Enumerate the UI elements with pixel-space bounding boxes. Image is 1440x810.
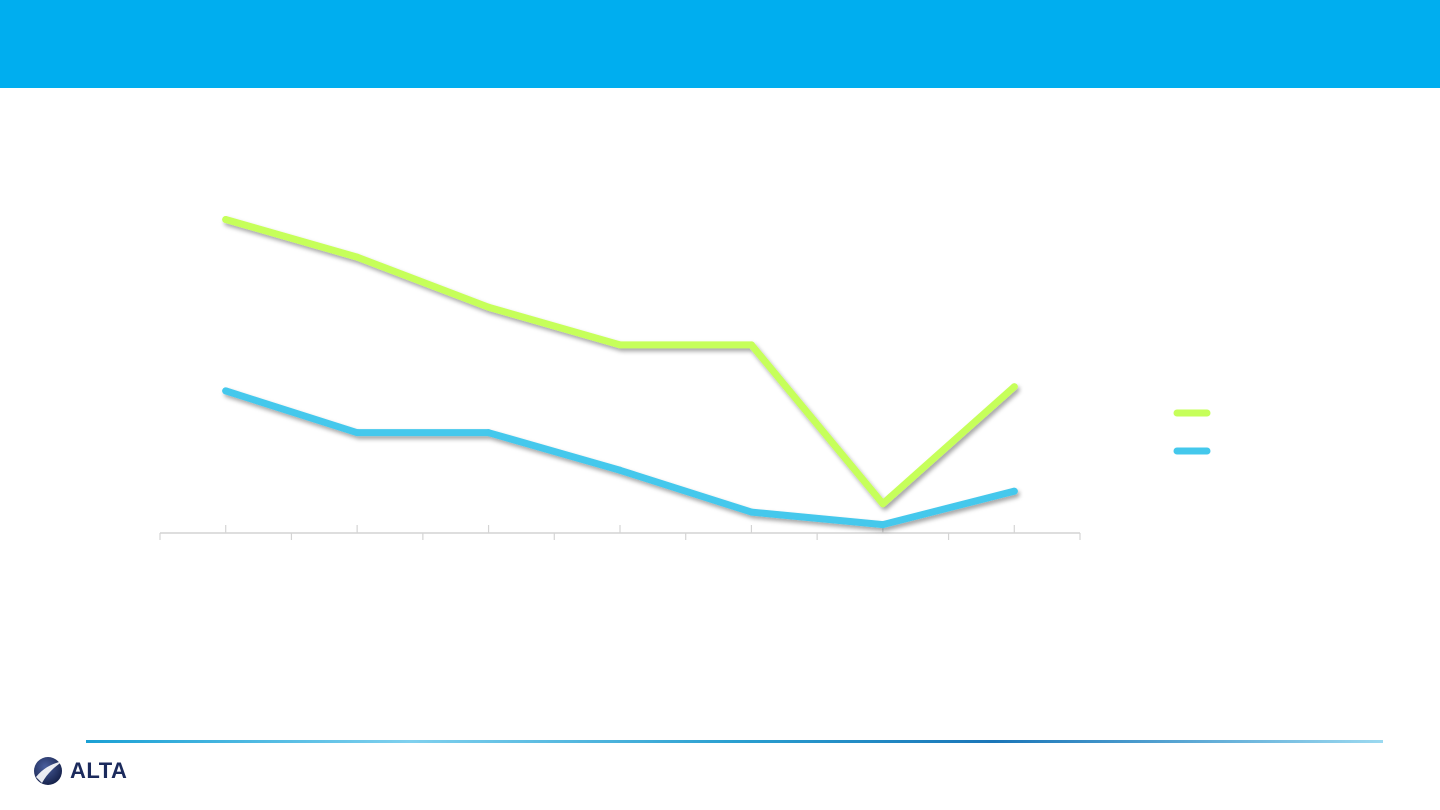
data-point	[747, 508, 755, 516]
data-point	[353, 253, 361, 261]
logo-text: ALTA	[70, 758, 128, 783]
data-point	[616, 466, 624, 474]
data-point	[879, 500, 887, 508]
footer-divider	[86, 740, 1383, 743]
data-point	[222, 216, 230, 223]
data-point	[353, 429, 361, 437]
globe-swoosh-icon	[34, 757, 63, 785]
data-point	[222, 387, 230, 395]
data-point	[1010, 383, 1018, 391]
data-point	[1010, 487, 1018, 495]
company-logo: ALTA	[32, 755, 127, 787]
data-point	[747, 341, 755, 349]
data-point	[485, 429, 493, 437]
series-line-2	[222, 387, 1018, 529]
data-point	[879, 521, 887, 529]
series-line-1	[222, 216, 1018, 508]
data-point	[616, 341, 624, 349]
data-point	[485, 303, 493, 311]
header-bar	[0, 0, 1440, 88]
